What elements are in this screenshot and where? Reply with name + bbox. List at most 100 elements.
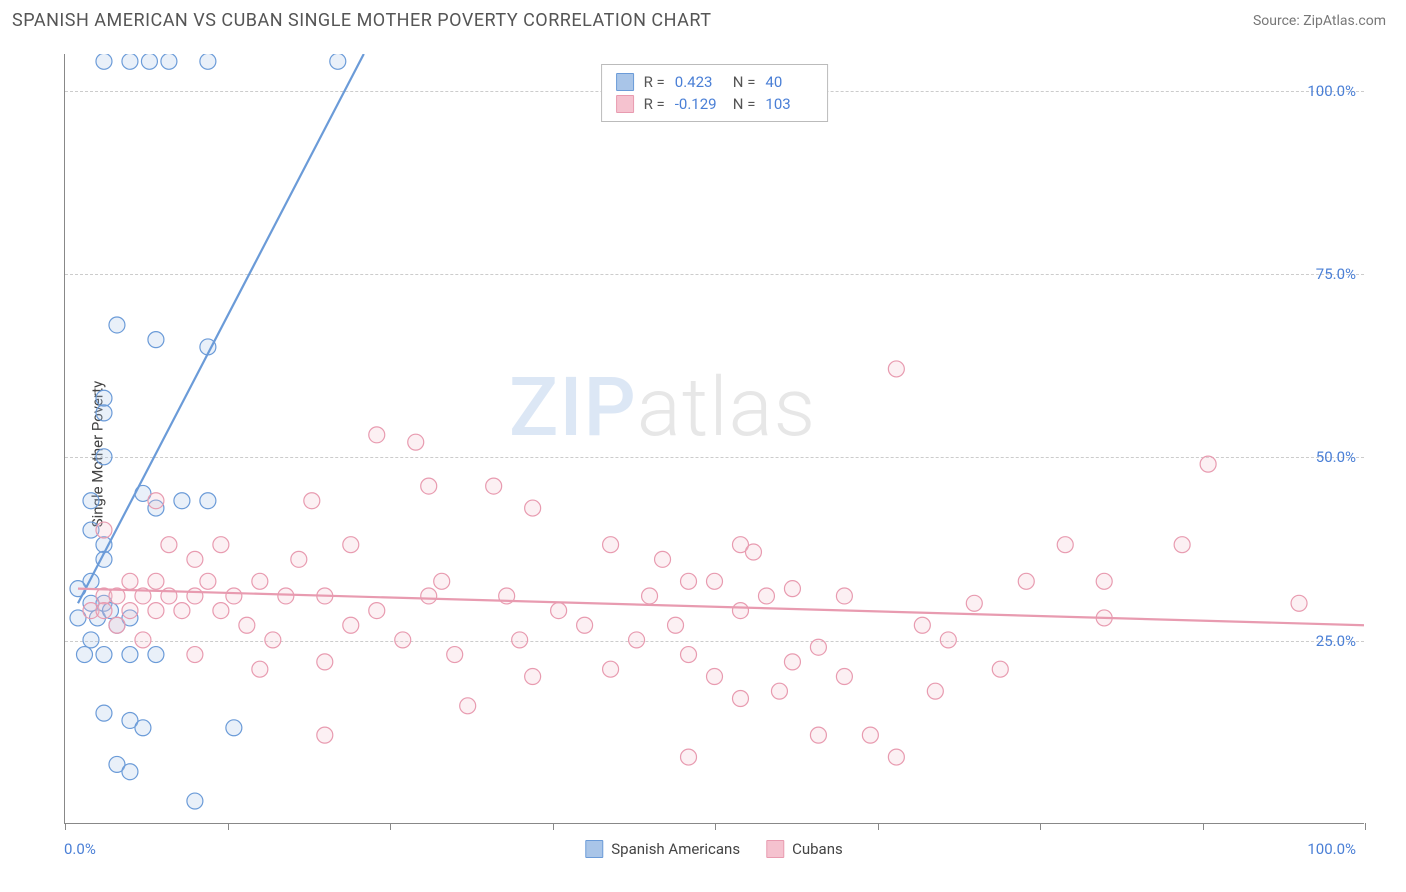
data-point [122,54,138,69]
data-point [317,727,333,743]
data-point [862,727,878,743]
data-point [707,669,723,685]
data-point [213,537,229,553]
data-point [96,449,112,465]
data-point [76,647,92,663]
data-point [317,654,333,670]
data-point [122,603,138,619]
data-point [668,617,684,633]
data-point [343,617,359,633]
data-point [200,54,216,69]
source-attribution: Source: ZipAtlas.com [1253,13,1386,29]
data-point [83,632,99,648]
x-tick-mark [878,823,879,830]
data-point [141,54,157,69]
data-point [408,434,424,450]
data-point [369,603,385,619]
data-point [707,573,723,589]
data-point [836,669,852,685]
data-point [732,691,748,707]
r-label: R = [644,73,665,91]
data-point [174,603,190,619]
data-point [914,617,930,633]
data-point [239,617,255,633]
data-point [655,551,671,567]
chart-container: Single Mother Poverty ZIPatlas R =0.423N… [30,44,1390,864]
x-axis-row: 0.0% Spanish AmericansCubans 100.0% [64,834,1364,864]
legend-label: Cubans [792,840,843,858]
r-value: -0.129 [675,95,723,113]
correlation-stats-box: R =0.423N =40R =-0.129N =103 [601,64,829,122]
data-point [148,493,164,509]
data-point [226,720,242,736]
x-tick-mark [65,823,66,830]
data-point [343,537,359,553]
data-point [966,595,982,611]
data-point [642,588,658,604]
r-value: 0.423 [675,73,723,91]
stats-row: R =0.423N =40 [616,71,814,93]
data-point [486,478,502,494]
plot-area: ZIPatlas R =0.423N =40R =-0.129N =103 25… [64,54,1364,824]
data-point [161,54,177,69]
data-point [1200,456,1216,472]
data-point [629,632,645,648]
n-label: N = [733,95,756,113]
data-point [1291,595,1307,611]
trend-line [78,589,1364,626]
data-point [148,647,164,663]
data-point [135,720,151,736]
x-tick-mark [390,823,391,830]
series-legend: Spanish AmericansCubans [585,840,842,858]
data-point [187,647,203,663]
data-point [187,793,203,809]
data-point [447,647,463,663]
x-axis-max-label: 100.0% [1307,840,1356,858]
data-point [681,749,697,765]
data-point [460,698,476,714]
data-point [421,588,437,604]
data-point [525,500,541,516]
x-tick-mark [1040,823,1041,830]
data-point [1057,537,1073,553]
data-point [96,390,112,406]
data-point [96,54,112,69]
data-point [940,632,956,648]
data-point [96,522,112,538]
data-point [434,573,450,589]
data-point [96,705,112,721]
legend-swatch [585,840,603,858]
chart-title: SPANISH AMERICAN VS CUBAN SINGLE MOTHER … [12,10,711,31]
data-point [122,764,138,780]
data-point [369,427,385,443]
data-point [551,603,567,619]
data-point [148,332,164,348]
legend-swatch [766,840,784,858]
data-point [603,537,619,553]
data-point [1018,573,1034,589]
data-point [96,603,112,619]
data-point [187,551,203,567]
data-point [525,669,541,685]
n-value: 40 [765,73,813,91]
data-point [148,603,164,619]
r-label: R = [644,95,665,113]
data-point [732,603,748,619]
legend-swatch [616,95,634,113]
header: SPANISH AMERICAN VS CUBAN SINGLE MOTHER … [0,0,1406,37]
x-tick-mark [715,823,716,830]
data-point [577,617,593,633]
data-point [122,647,138,663]
data-point [927,683,943,699]
data-point [681,647,697,663]
x-axis-min-label: 0.0% [64,840,96,858]
data-point [109,617,125,633]
data-point [836,588,852,604]
data-point [213,603,229,619]
data-point [304,493,320,509]
data-point [421,478,437,494]
data-point [174,493,190,509]
data-point [810,639,826,655]
data-point [148,573,164,589]
data-point [1174,537,1190,553]
